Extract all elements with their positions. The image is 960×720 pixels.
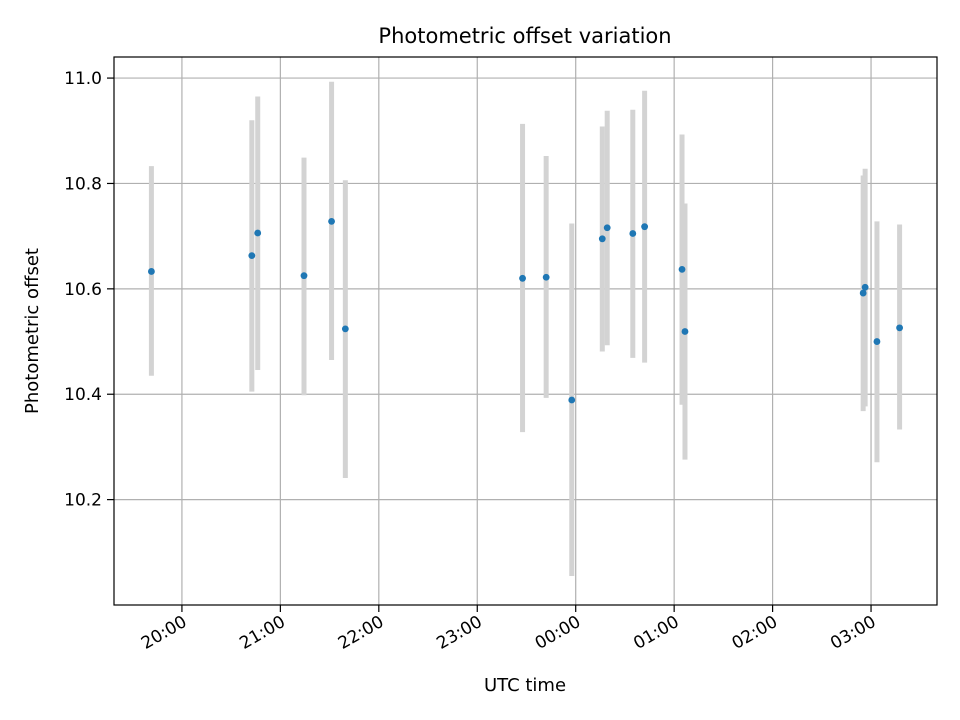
data-point	[568, 396, 576, 404]
x-tick-label: 23:00	[433, 612, 485, 654]
x-tick-label: 02:00	[729, 612, 781, 654]
x-tick-label: 00:00	[532, 612, 584, 654]
data-point	[629, 230, 637, 237]
data-point	[341, 325, 349, 333]
x-tick-label: 03:00	[827, 612, 879, 654]
data-point	[859, 289, 867, 297]
grid	[114, 57, 937, 605]
data-point	[519, 274, 526, 282]
x-tick-label: 21:00	[236, 612, 288, 654]
data-point	[678, 265, 686, 273]
data-points	[148, 218, 903, 404]
data-point	[328, 218, 335, 225]
data-point	[681, 328, 689, 335]
y-tick-label: 10.4	[64, 385, 102, 405]
x-axis-label: UTC time	[484, 675, 566, 696]
data-point	[641, 223, 649, 231]
data-point	[598, 235, 606, 243]
data-point	[148, 268, 155, 275]
y-axis-ticks: 10.2 10.4 10.6 10.8 11.0	[64, 69, 114, 511]
y-tick-label: 11.0	[64, 69, 102, 89]
y-tick-label: 10.2	[64, 491, 102, 511]
data-point	[542, 273, 550, 281]
plot-frame	[113, 56, 938, 606]
x-tick-label: 20:00	[138, 612, 190, 654]
x-tick-label: 01:00	[630, 612, 682, 654]
data-point	[300, 272, 308, 280]
data-point	[254, 229, 262, 237]
chart-title: Photometric offset variation	[378, 24, 671, 48]
y-axis-label: Photometric offset	[22, 248, 43, 414]
data-point	[873, 338, 881, 345]
x-axis-ticks: 20:00 21:00 22:00 23:00 00:00 01:00 02:00 03:00	[138, 605, 880, 654]
data-point	[896, 324, 903, 332]
y-tick-label: 10.6	[64, 280, 102, 300]
error-bars	[148, 81, 903, 577]
data-point	[248, 252, 256, 260]
data-point	[603, 224, 611, 232]
y-tick-label: 10.8	[64, 174, 102, 194]
x-tick-label: 22:00	[335, 612, 387, 654]
data-point	[861, 283, 869, 291]
